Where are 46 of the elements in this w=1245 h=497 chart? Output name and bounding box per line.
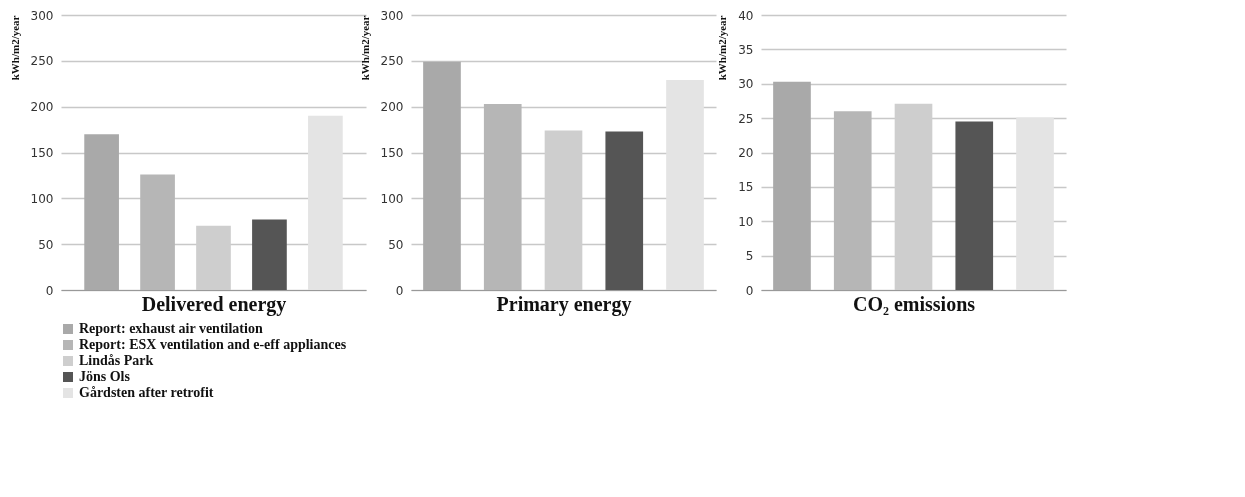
legend-label: Report: exhaust air ventilation [79,321,263,336]
y-tick-label: 100 [30,191,54,206]
bar [84,134,119,290]
y-tick-label: 30 [738,77,754,92]
bar [773,81,811,290]
y-tick-label: 200 [30,100,54,115]
y-tick-label: 150 [30,146,54,160]
x-axis-title: Primary energy [496,292,632,316]
y-tick-label: 150 [380,146,404,160]
y-tick-label: 20 [738,146,754,160]
y-tick-label: 15 [738,180,754,195]
y-tick-label: 300 [380,8,404,23]
y-tick-label: 25 [738,111,754,126]
bar [483,103,522,290]
y-tick-label: 0 [45,283,54,298]
y-tick-label: 0 [395,283,404,298]
bar [423,61,461,290]
legend-label: Jöns Ols [79,369,131,384]
bar [833,111,872,290]
legend-label: Report: ESX ventilation and e-eff appliances [79,337,347,352]
y-tick-label: 40 [738,8,754,23]
y-tick-label: 250 [380,54,404,69]
bar [605,131,644,290]
y-axis-title: kWh/m2/year [358,15,371,81]
y-tick-label: 50 [388,237,404,252]
y-tick-label: 200 [380,100,404,115]
y-tick-label: 0 [745,283,754,298]
y-tick-label: 50 [38,237,54,252]
y-tick-label: 35 [738,42,754,57]
y-axis-title: kWh/m2/year [8,15,21,81]
bar [666,80,704,290]
y-tick-label: 10 [738,214,754,229]
legend-label: Gårdsten after retrofit [79,385,214,400]
y-tick-label: 300 [30,8,54,23]
bar [308,115,343,290]
bar [955,121,994,290]
bar [1016,117,1054,290]
y-axis-title: kWh/m2/year [716,15,729,81]
bar [252,219,287,290]
y-tick-label: 250 [30,54,54,69]
x-axis-title: CO₂ emissions [852,292,976,315]
y-tick-label: 5 [745,249,754,264]
y-tick-label: 100 [380,191,404,206]
legend-label: Lindås Park [79,353,154,368]
bar [140,174,175,290]
x-axis-title: Delivered energy [141,292,287,316]
